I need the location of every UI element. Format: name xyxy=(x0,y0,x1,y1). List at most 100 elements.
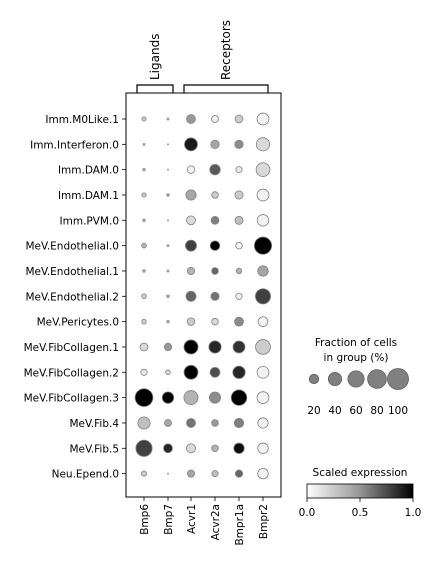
col-label-bmpr1a: Bmpr1a xyxy=(234,504,246,546)
row-label-imm-interferon-0: Imm.Interferon.0 xyxy=(30,139,119,151)
dot-mev-pericytes-0-bmp7 xyxy=(166,319,170,324)
dot-imm-interferon-0-bmp6 xyxy=(142,142,146,146)
dot-mev-fib-5-acvr1 xyxy=(186,443,196,454)
group-label-ligands: Ligands xyxy=(148,34,162,80)
dot-neu-epend-0-acvr2a xyxy=(211,470,219,478)
dot-mev-endothelial-0-bmpr2 xyxy=(253,236,273,255)
dot-imm-m0like-1-bmpr2 xyxy=(256,112,270,126)
dot-mev-fibcollagen-3-bmp6 xyxy=(134,388,154,407)
plot-frame xyxy=(125,92,282,498)
dot-imm-pvm-0-bmpr2 xyxy=(256,214,270,227)
dot-mev-fibcollagen-1-bmpr1a xyxy=(232,340,246,354)
size-legend: Fraction of cells in group (%) 20 40 60 80 1… xyxy=(307,337,409,417)
size-legend-label-100: 100 xyxy=(388,405,408,417)
dot-imm-dam-1-bmp7 xyxy=(166,193,170,197)
dot-mev-fib-4-bmpr2 xyxy=(257,417,269,429)
group-label-receptors: Receptors xyxy=(219,20,233,80)
color-legend-label-1: 0.5 xyxy=(352,507,369,519)
dot-imm-interferon-0-acvr1 xyxy=(184,137,198,152)
dot-imm-dam-1-bmp6 xyxy=(141,192,147,198)
dot-mev-fibcollagen-3-bmp7 xyxy=(161,391,175,404)
dot-mev-fibcollagen-2-bmp6 xyxy=(140,368,148,376)
size-legend-dot-40 xyxy=(327,371,343,387)
color-legend-label-2: 1.0 xyxy=(405,507,422,519)
dot-mev-endothelial-1-acvr2a xyxy=(211,267,219,275)
dot-mev-fibcollagen-1-acvr1 xyxy=(183,339,199,355)
dot-mev-fib-5-bmpr2 xyxy=(257,442,269,454)
row-label-imm-m0like-1: Imm.M0Like.1 xyxy=(45,114,119,126)
dot-imm-pvm-0-acvr2a xyxy=(210,215,220,225)
dot-imm-dam-1-acvr2a xyxy=(211,191,219,199)
dot-mev-endothelial-1-acvr1 xyxy=(186,266,196,276)
dot-neu-epend-0-bmpr2 xyxy=(257,467,269,480)
dot-mev-pericytes-0-bmpr1a xyxy=(234,316,244,327)
dot-mev-fib-4-acvr1 xyxy=(186,418,196,428)
dot-mev-fibcollagen-2-bmpr1a xyxy=(232,365,246,379)
row-label-imm-dam-1: Imm.DAM.1 xyxy=(58,190,119,202)
dot-mev-fibcollagen-2-acvr1 xyxy=(183,364,199,380)
dot-mev-fibcollagen-1-bmp7 xyxy=(163,342,173,352)
col-label-bmpr2: Bmpr2 xyxy=(258,504,270,539)
row-label-mev-fibcollagen-2: MeV.FibCollagen.2 xyxy=(24,367,119,379)
dot-mev-endothelial-1-bmp7 xyxy=(166,269,170,273)
dot-mev-fibcollagen-3-acvr1 xyxy=(183,390,199,406)
dot-mev-endothelial-0-acvr1 xyxy=(185,239,197,252)
dot-imm-interferon-0-bmp7 xyxy=(166,143,170,146)
dot-mev-endothelial-0-bmp7 xyxy=(166,244,170,248)
size-legend-label-80: 80 xyxy=(370,405,383,417)
dot-mev-fibcollagen-1-bmpr2 xyxy=(255,339,271,355)
dot-mev-endothelial-1-bmp6 xyxy=(142,269,146,273)
dot-mev-fib-5-bmpr1a xyxy=(233,442,245,454)
color-legend-bar xyxy=(306,483,414,499)
gene-group-brackets: Ligands Receptors xyxy=(136,20,269,93)
size-legend-title-line1: Fraction of cells xyxy=(315,337,397,349)
dot-imm-interferon-0-acvr2a xyxy=(210,139,220,149)
dot-mev-endothelial-0-acvr2a xyxy=(209,240,221,251)
size-legend-label-60: 60 xyxy=(349,405,362,417)
row-label-mev-fibcollagen-1: MeV.FibCollagen.1 xyxy=(24,342,119,354)
dot-imm-pvm-0-acvr1 xyxy=(186,215,196,226)
dot-imm-m0like-1-acvr1 xyxy=(186,114,196,124)
dot-imm-dam-0-bmpr1a xyxy=(235,166,243,174)
dot-imm-m0like-1-bmpr1a xyxy=(234,114,244,124)
size-legend-label-40: 40 xyxy=(328,405,341,417)
column-labels: Bmp6 Bmp7 Acvr1 Acvr2a Bmpr1a Bmpr2 xyxy=(139,497,270,546)
dot-mev-endothelial-2-acvr2a xyxy=(210,291,220,301)
dot-imm-dam-0-bmp7 xyxy=(166,168,170,171)
dot-mev-endothelial-1-bmpr1a xyxy=(235,267,243,275)
dot-neu-epend-0-bmp7 xyxy=(166,472,170,475)
dot-neu-epend-0-bmpr1a xyxy=(234,469,244,478)
dot-mev-fibcollagen-3-bmpr1a xyxy=(230,389,248,406)
dot-mev-fib-4-bmpr1a xyxy=(233,417,245,429)
row-label-mev-fibcollagen-3: MeV.FibCollagen.3 xyxy=(24,393,119,405)
row-label-mev-endothelial-0: MeV.Endothelial.0 xyxy=(25,241,119,253)
dot-imm-dam-1-acvr1 xyxy=(185,189,197,201)
dot-marks xyxy=(134,112,273,480)
dot-imm-interferon-0-bmpr2 xyxy=(255,137,271,152)
row-label-mev-pericytes-0: MeV.Pericytes.0 xyxy=(37,317,119,329)
dot-imm-m0like-1-acvr2a xyxy=(211,115,219,123)
col-label-bmp7: Bmp7 xyxy=(163,504,175,535)
bracket-ligands xyxy=(136,84,174,93)
size-legend-dot-80 xyxy=(367,369,387,389)
size-legend-title-line2: in group (%) xyxy=(324,352,389,364)
color-legend-title: Scaled expression xyxy=(313,467,408,479)
dot-mev-endothelial-0-bmpr1a xyxy=(235,241,243,250)
dot-imm-dam-1-bmpr2 xyxy=(256,188,270,202)
row-label-mev-endothelial-1: MeV.Endothelial.1 xyxy=(25,266,119,278)
dot-mev-endothelial-2-bmpr1a xyxy=(235,292,243,300)
color-legend-label-0: 0.0 xyxy=(299,507,316,519)
dot-imm-dam-0-acvr2a xyxy=(209,164,221,176)
dot-imm-pvm-0-bmp7 xyxy=(166,219,170,222)
dot-imm-m0like-1-bmp6 xyxy=(141,116,147,122)
dot-imm-pvm-0-bmpr1a xyxy=(234,215,244,225)
row-labels: Imm.M0Like.1 Imm.Interferon.0 Imm.DAM.0 Imm… xyxy=(24,114,126,481)
dot-mev-fibcollagen-3-bmpr2 xyxy=(256,391,270,404)
dot-mev-pericytes-0-bmp6 xyxy=(141,318,147,325)
dot-mev-fib-5-bmp7 xyxy=(163,443,173,454)
dot-mev-fibcollagen-2-acvr2a xyxy=(209,366,221,378)
dot-neu-epend-0-acvr1 xyxy=(186,469,196,478)
color-legend: Scaled expression 0.0 0.5 1.0 xyxy=(299,467,422,519)
col-label-acvr1: Acvr1 xyxy=(186,504,198,534)
